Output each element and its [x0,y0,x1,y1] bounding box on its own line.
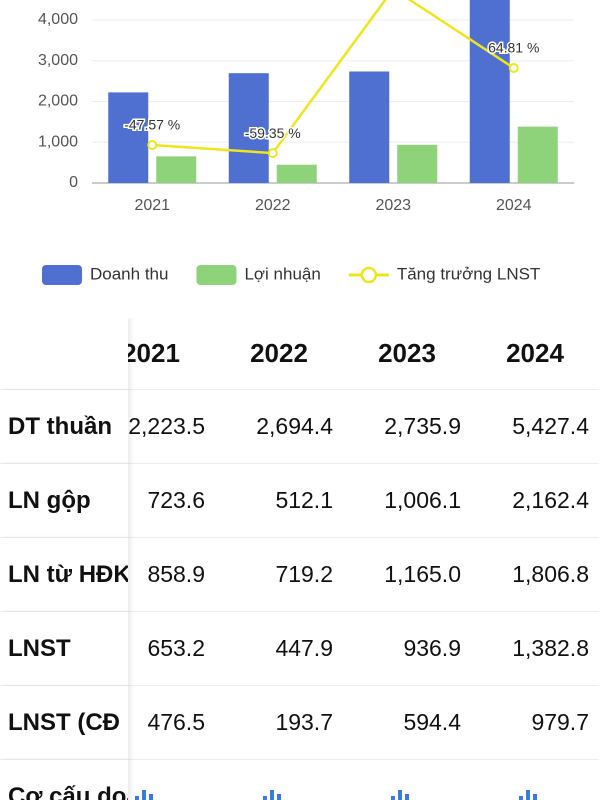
table-value: 719.2 [215,538,343,612]
table-value: 1,165.0 [343,538,471,612]
row-label: LN từ HĐKD [0,538,128,612]
bar [469,0,510,183]
legend-point [360,266,378,284]
bar [349,71,390,183]
table-value: 858.9 [87,538,215,612]
table-value: 193.7 [215,686,343,760]
year-header: 2022 [215,318,343,390]
table-value: 447.9 [215,612,343,686]
y-tick-label: 0 [69,174,78,191]
table-value: 936.9 [343,612,471,686]
bar [156,156,197,183]
table-value: 512.1 [215,464,343,538]
table-value: 594.4 [343,686,471,760]
legend-label: Lợi nhuận [244,264,320,283]
table-value: 1,806.8 [471,538,599,612]
table-value: 1,382.8 [471,612,599,686]
legend-swatch [42,265,82,285]
bar [276,164,317,183]
chart-icon [471,760,599,800]
bar-icon[interactable] [387,784,417,800]
y-tick-label: 2,000 [38,93,78,110]
table-value: 1,006.1 [343,464,471,538]
row-label: DT thuần [0,390,128,464]
table-value: 723.6 [87,464,215,538]
year-header: 2023 [343,318,471,390]
data-label: 64.81 % [488,40,539,56]
y-tick-label: 3,000 [38,52,78,69]
table-value: 476.5 [87,686,215,760]
table: 2021 2022 2023 2024 2,223.5 2,694.4 2,735.9 5,4… [0,318,600,800]
data-label: -59.35 % [245,125,301,141]
y-tick-label: 1,000 [38,133,78,150]
line-point [267,148,278,159]
row-label: LNST (CĐ mẹ) [0,686,128,760]
y-tick-label: 4,000 [38,11,78,28]
table-value: 2,694.4 [215,390,343,464]
bar [108,92,149,183]
chart: 0 1,000 2,000 3,000 4,000 -47.57 % -59.35 % 64.… [38,0,574,285]
bar [228,73,269,183]
legend-swatch [196,265,237,285]
year-header: 2024 [471,318,599,390]
chart-icon [343,760,471,800]
table-value: 979.7 [471,686,599,760]
table-value: 5,427.4 [471,390,599,464]
line [152,0,515,155]
data-label: -47.57 % [124,117,180,133]
x-tick-label: 2024 [496,197,532,214]
table-value: 2,223.5 [87,390,215,464]
x-tick-label: 2021 [134,197,170,214]
x-tick-label: 2023 [375,197,411,214]
row-label: LNST [0,612,128,686]
bar-icon[interactable] [515,784,545,800]
bar [517,126,558,183]
row-label: LN gộp [0,464,128,538]
line-point [147,140,158,151]
row-label: Cơ cấu doanh thu [0,760,128,800]
bar [397,144,438,183]
year-header: 2021 [87,318,215,390]
table-value: 2,162.4 [471,464,599,538]
line-point [508,62,519,73]
header-corner [0,318,128,390]
bar-icon[interactable] [259,784,289,800]
legend-label: Doanh thu [90,264,168,283]
chart-icon [87,760,215,800]
table-value: 2,735.9 [343,390,471,464]
table-value: 653.2 [87,612,215,686]
legend-label: Tăng trưởng LNST [397,264,540,283]
chart-icon [215,760,343,800]
x-tick-label: 2022 [255,197,291,214]
bar-icon[interactable] [131,784,161,800]
